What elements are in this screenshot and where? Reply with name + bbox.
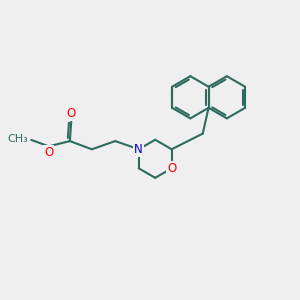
Text: O: O	[67, 107, 76, 120]
Text: N: N	[134, 143, 143, 156]
Text: O: O	[44, 146, 53, 159]
Text: CH₃: CH₃	[7, 134, 28, 144]
Text: O: O	[167, 162, 177, 175]
